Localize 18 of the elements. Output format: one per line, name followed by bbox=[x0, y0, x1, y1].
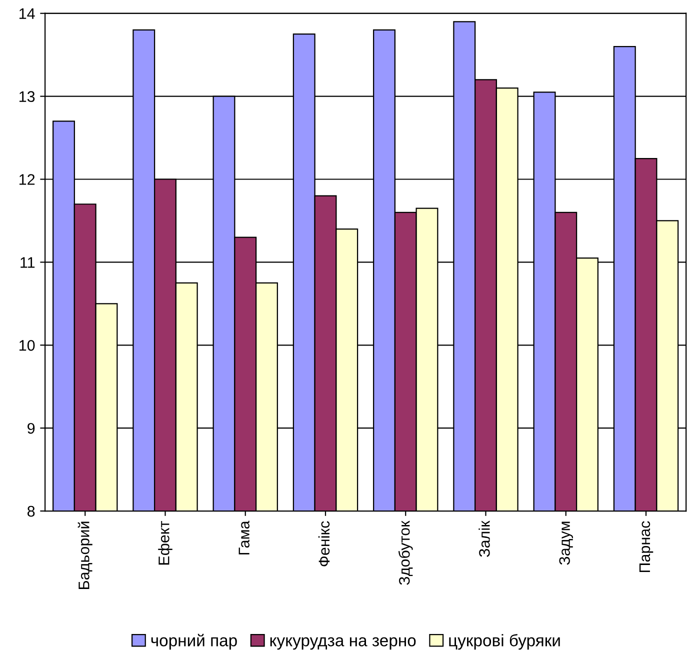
legend-label: цукрові буряки bbox=[449, 634, 560, 650]
legend-label: кукурудза на зерно bbox=[270, 637, 416, 650]
y-tick-label: 13 bbox=[19, 91, 35, 102]
y-tick-label: 11 bbox=[20, 257, 35, 268]
x-tick-label: Здобуток bbox=[398, 520, 413, 585]
y-tick-label: 9 bbox=[28, 422, 35, 434]
x-tick-label: Бадьорий bbox=[78, 522, 92, 589]
y-tick-label: 10 bbox=[19, 340, 35, 351]
x-tick-label: Гама bbox=[238, 520, 250, 554]
legend-label: чорний пар bbox=[151, 634, 237, 650]
x-tick-label: Парнас bbox=[639, 521, 654, 572]
x-tick-label: Задум bbox=[559, 522, 573, 565]
x-tick-label: Ефект bbox=[158, 521, 172, 565]
y-tick-label: 12 bbox=[19, 174, 35, 185]
x-tick-label: Залік bbox=[478, 520, 490, 557]
y-tick-label: 14 bbox=[19, 8, 35, 19]
x-tick-label: Фенікс bbox=[318, 521, 330, 566]
y-tick-label: 8 bbox=[27, 506, 35, 517]
